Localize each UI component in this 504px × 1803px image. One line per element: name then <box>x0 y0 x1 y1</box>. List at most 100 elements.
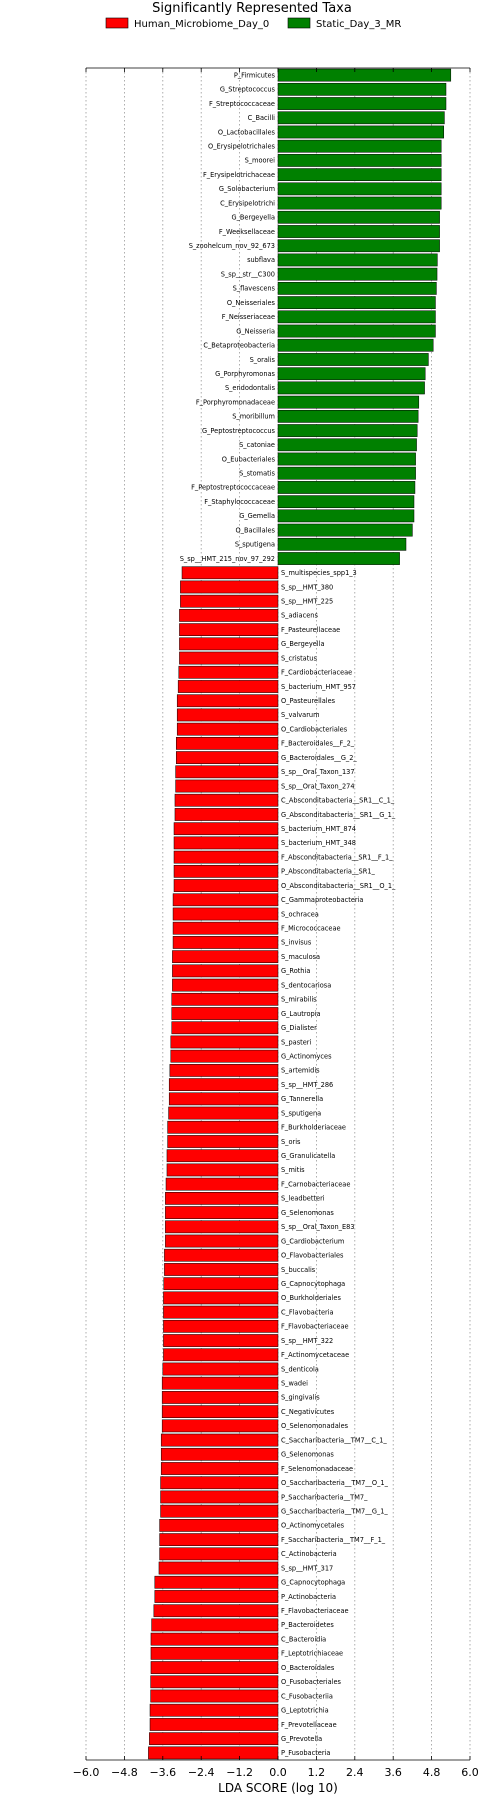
bar <box>277 253 438 267</box>
bar-label: G_Rothia <box>281 967 310 975</box>
bar <box>277 552 400 565</box>
bar <box>159 1519 279 1532</box>
bar-label: G_Granulicatella <box>281 1152 335 1160</box>
bar-label: C_Actinobacteria <box>281 1550 337 1558</box>
bar <box>172 921 279 935</box>
bar-label: G_Lautropia <box>281 1010 321 1018</box>
bar <box>163 1305 279 1319</box>
bars: P_Firmicutes G_Streptococcus F_Streptococc… <box>148 68 452 1760</box>
bar-label: S_sp__Oral_Taxon_E83 <box>281 1223 355 1231</box>
bar-label: G_Saccharibacteria__TM7__G_1_ <box>281 1507 388 1515</box>
bar <box>167 1120 279 1134</box>
bar-label: S_mitis <box>281 1166 305 1174</box>
bar <box>179 637 279 651</box>
bar-label: C_Fusobacteriia <box>281 1692 333 1700</box>
bar-label: S_sp__Oral_Taxon_137 <box>281 768 355 776</box>
bar-label: F_Burkholderiaceae <box>281 1124 346 1132</box>
bar-label: F_Staphylococcaceae <box>204 498 275 506</box>
bar-label: S_sputigena <box>281 1109 321 1117</box>
bar-label: S_oris <box>281 1138 301 1146</box>
bar-label: F_Leptotrichiaceae <box>281 1650 343 1658</box>
bar <box>173 850 279 864</box>
bar-label: C_Absconditabacteria__SR1__C_1_ <box>281 797 395 805</box>
x-tick-label: −3.6 <box>149 1766 176 1779</box>
bar-label: C_Saccharibacteria__TM7__C_1_ <box>281 1436 387 1444</box>
bar-label: C_Betaproteobacteria <box>203 342 275 350</box>
x-axis: −6.0 −4.8 −3.6 −2.4 −1.2 0.0 1.2 2.4 3.6 4.8 6.0 <box>73 67 479 1779</box>
bar <box>176 694 279 708</box>
bar <box>173 879 279 892</box>
bar-label: G_Actinomyces <box>281 1052 332 1060</box>
x-tick-label: 4.8 <box>423 1766 441 1779</box>
bar <box>177 680 279 693</box>
bar-label: G_Absconditabacteria__SR1__G_1_ <box>281 811 396 819</box>
bar-label: S_stomatis <box>239 470 275 478</box>
bar <box>174 808 279 821</box>
bar <box>173 836 279 850</box>
x-tick-label: 3.6 <box>384 1766 402 1779</box>
bar <box>277 210 440 224</box>
legend: Human_Microbiome_Day_0 Static_Day_3_MR <box>105 17 401 30</box>
bar <box>150 1689 279 1703</box>
bar-label: S_maculosa <box>281 953 320 961</box>
bar <box>150 1632 279 1646</box>
bar-label: G_Bergeyella <box>232 214 276 222</box>
bar-label: S_valvarum <box>281 711 320 719</box>
bar-label: C_Bacteroidia <box>281 1635 326 1643</box>
bar-label: O_Saccharibacteria__TM7__O_1_ <box>281 1479 389 1487</box>
bar <box>170 1049 279 1063</box>
bar-label: O_Flavobacteriales <box>281 1252 344 1260</box>
bar-label: S_moorei <box>245 157 276 165</box>
bar-label: G_Bergeyella <box>281 640 325 648</box>
bar <box>277 537 407 551</box>
bar <box>165 1192 279 1205</box>
bar <box>163 1348 279 1362</box>
bar <box>277 139 442 153</box>
bar-label: F_Neisseriaceae <box>222 313 275 321</box>
bar <box>160 1476 279 1490</box>
bar-label: F_Prevotellaceae <box>281 1721 337 1729</box>
bar-label: F_Micrococcaceae <box>281 925 341 933</box>
bar <box>172 893 279 907</box>
bar <box>277 82 447 96</box>
bar-label: S_gingivalis <box>281 1394 320 1402</box>
bar-label: G_Peptostreptococcus <box>202 427 276 435</box>
bar-label: C_Flavobacteria <box>281 1308 334 1316</box>
bar <box>277 168 442 182</box>
bar <box>172 950 279 964</box>
x-tick-label: 6.0 <box>461 1766 479 1779</box>
bar <box>161 1376 279 1390</box>
bar <box>150 1675 279 1689</box>
bar <box>175 765 279 779</box>
bar-label: G_Capnocytophaga <box>281 1280 345 1288</box>
bar-label: C_Bacilli <box>248 114 276 122</box>
bar-label: O_Burkholderiales <box>281 1294 341 1302</box>
bar <box>149 1732 279 1746</box>
bar <box>165 1234 279 1248</box>
bar-label: G_Leptotrichia <box>281 1707 329 1715</box>
bar <box>168 1092 279 1106</box>
bar <box>171 1007 279 1020</box>
bar-label: G_Prevotella <box>281 1735 322 1743</box>
bar <box>174 793 279 807</box>
bar <box>161 1391 279 1404</box>
bar <box>165 1220 279 1234</box>
bar <box>153 1604 279 1618</box>
bar-label: F_Saccharibacteria__TM7__F_1_ <box>281 1536 386 1544</box>
bar <box>161 1419 279 1433</box>
bar-label: P_Saccharibacteria__TM7_ <box>281 1493 368 1501</box>
bar-label: S_wadei <box>281 1380 308 1388</box>
bar <box>160 1447 279 1461</box>
bar-label: P_Actinobacteria <box>281 1593 336 1601</box>
bar <box>165 1206 279 1219</box>
bar <box>168 1106 279 1120</box>
bar-label: F_Porphyromonadaceae <box>196 398 275 406</box>
bar <box>277 509 415 523</box>
bar-label: S_sp__HMT_317 <box>281 1564 333 1572</box>
x-tick-label: −6.0 <box>73 1766 100 1779</box>
legend-label-human: Human_Microbiome_Day_0 <box>134 19 269 30</box>
bar <box>277 239 440 253</box>
bar <box>176 708 279 722</box>
bar-label: S_bacterium_HMT_874 <box>281 825 356 833</box>
